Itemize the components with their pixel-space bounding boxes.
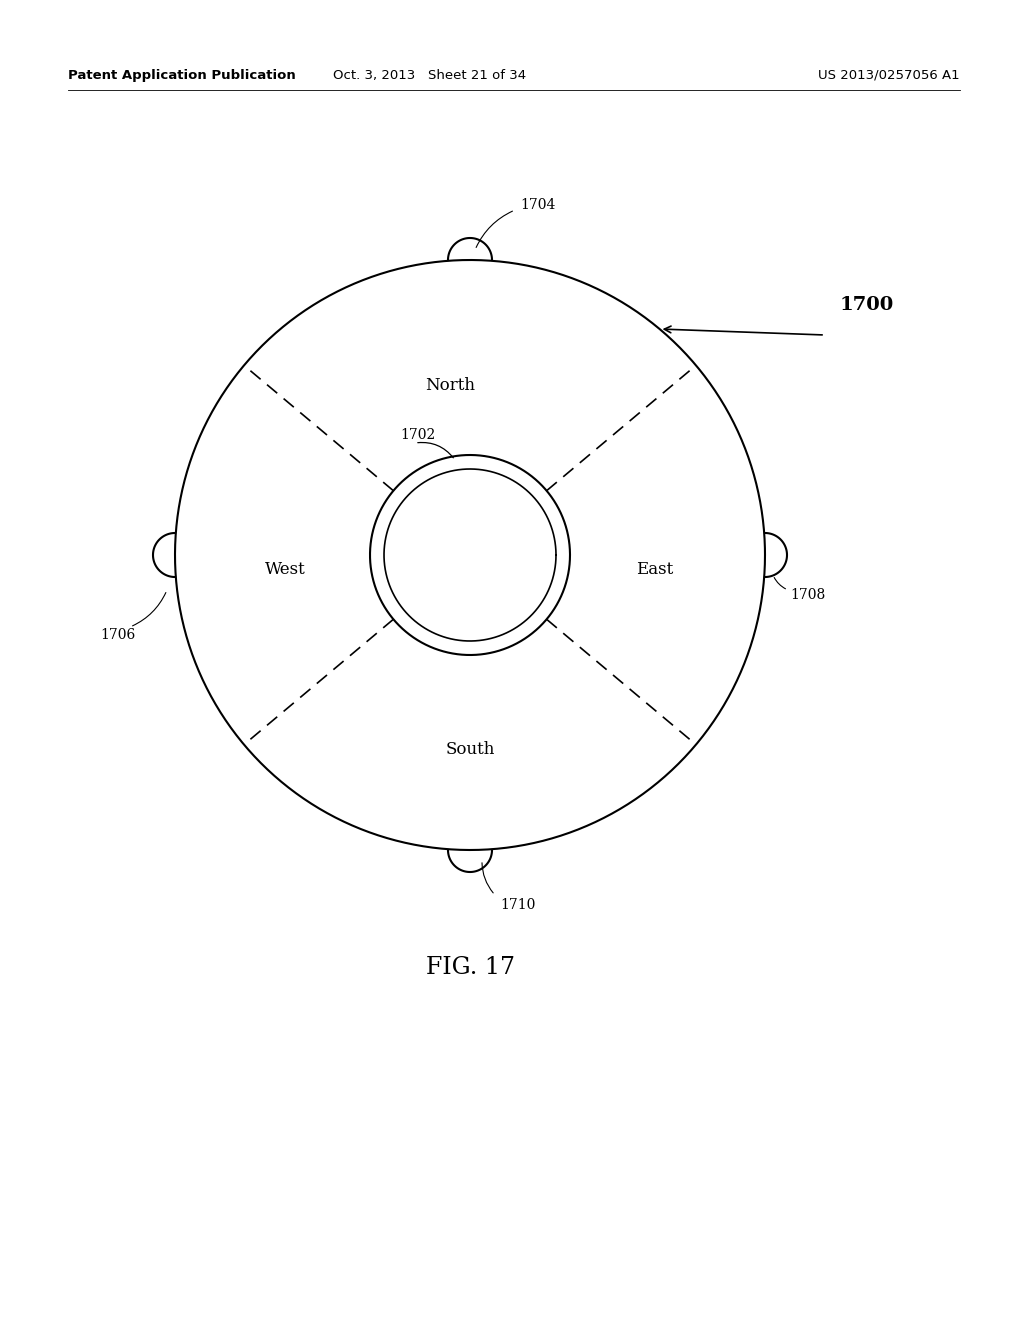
Text: 1706: 1706: [100, 628, 135, 642]
Text: South: South: [445, 742, 495, 759]
Text: East: East: [636, 561, 674, 578]
Text: 1700: 1700: [840, 296, 894, 314]
Text: 1708: 1708: [790, 587, 825, 602]
Text: 1702: 1702: [400, 428, 435, 442]
Text: Oct. 3, 2013   Sheet 21 of 34: Oct. 3, 2013 Sheet 21 of 34: [334, 69, 526, 82]
Text: West: West: [264, 561, 305, 578]
Text: North: North: [425, 376, 475, 393]
Text: 1710: 1710: [500, 898, 536, 912]
Text: US 2013/0257056 A1: US 2013/0257056 A1: [818, 69, 961, 82]
Text: FIG. 17: FIG. 17: [426, 957, 514, 979]
Text: Patent Application Publication: Patent Application Publication: [68, 69, 296, 82]
Text: 1704: 1704: [520, 198, 555, 213]
